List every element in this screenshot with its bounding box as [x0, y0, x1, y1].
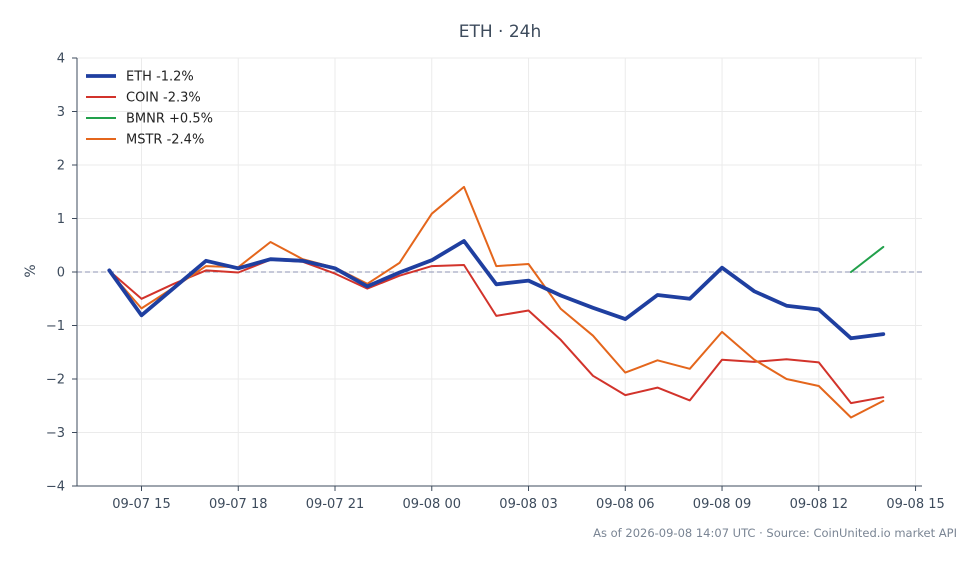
source-footer: As of 2026-09-08 14:07 UTC · Source: Coi…: [593, 526, 957, 540]
series-lines: [107, 185, 886, 419]
chart-title: ETH · 24h: [459, 22, 542, 42]
x-tick-label: 09-07 15: [112, 497, 170, 512]
series-line-mstr: [108, 185, 885, 419]
y-axis-ticks: 4 3 2 1 0 −1 −2 −3 −4: [46, 52, 77, 495]
y-tick-label: −3: [46, 426, 65, 441]
y-tick-label: 2: [57, 159, 65, 174]
x-tick-label: 09-07 21: [306, 497, 364, 512]
x-tick-label: 09-08 06: [596, 497, 654, 512]
y-tick-label: 3: [57, 105, 65, 120]
legend-label: BMNR +0.5%: [126, 112, 213, 127]
x-tick-label: 09-08 15: [886, 497, 944, 512]
series-line-coin: [108, 258, 885, 405]
legend-label: COIN -2.3%: [126, 91, 201, 106]
legend-label: MSTR -2.4%: [126, 133, 204, 148]
x-tick-label: 09-08 12: [790, 497, 848, 512]
legend-label: ETH -1.2%: [126, 70, 194, 85]
legend: ETH -1.2% COIN -2.3% BMNR +0.5% MSTR -2.4%: [86, 70, 213, 148]
x-tick-label: 09-08 00: [403, 497, 461, 512]
y-tick-label: −2: [46, 373, 65, 388]
x-axis-ticks: 09-07 15 09-07 18 09-07 21 09-08 00 09-08 03…: [112, 486, 945, 512]
x-tick-label: 09-07 18: [209, 497, 267, 512]
y-tick-label: −1: [46, 319, 65, 334]
y-axis-label: %: [23, 264, 39, 277]
y-tick-label: 4: [57, 52, 65, 67]
y-tick-label: 0: [57, 266, 65, 281]
y-tick-label: −4: [46, 480, 65, 495]
series-line-bmnr: [850, 245, 885, 273]
x-tick-label: 09-08 09: [693, 497, 751, 512]
series-line-eth: [107, 239, 886, 341]
x-tick-label: 09-08 03: [499, 497, 557, 512]
y-tick-label: 1: [57, 212, 65, 227]
